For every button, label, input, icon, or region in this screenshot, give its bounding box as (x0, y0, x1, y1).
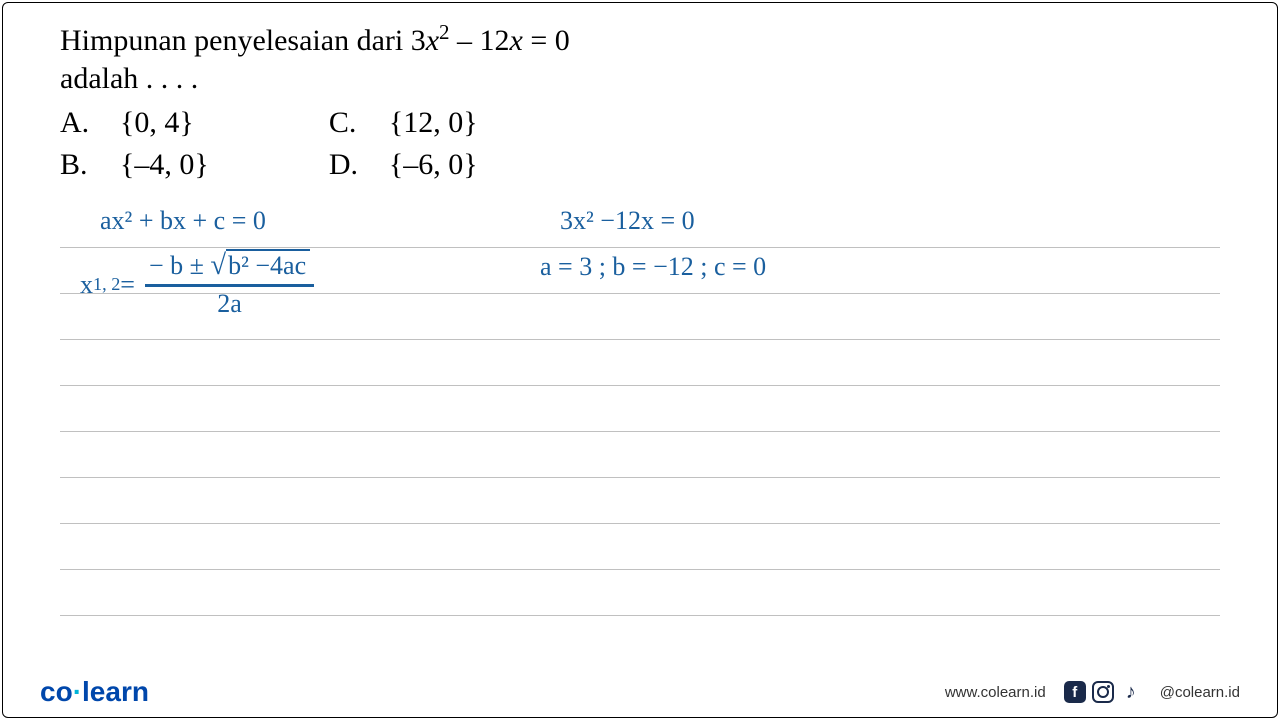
lined-paper: ax² + bx + c = 0 3x² −12x = 0 x1, 2 = − … (60, 202, 1220, 616)
question-var1: x (426, 24, 439, 57)
option-a-value: {0, 4} (120, 106, 194, 140)
option-b: B. {–4, 0} (60, 148, 209, 182)
social-icons: f ♪ (1064, 681, 1142, 703)
question-pre: Himpunan penyelesaian dari 3 (60, 24, 426, 57)
question-end: = 0 (523, 24, 570, 57)
option-d-label: D. (329, 148, 369, 182)
hw-quadratic-formula: x1, 2 = − b ± √b² −4ac 2a (80, 250, 314, 319)
paper-line (60, 570, 1220, 616)
option-b-label: B. (60, 148, 100, 182)
option-a: A. {0, 4} (60, 106, 209, 140)
option-c: C. {12, 0} (329, 106, 478, 140)
option-a-label: A. (60, 106, 100, 140)
option-c-label: C. (329, 106, 369, 140)
footer-handle: @colearn.id (1160, 684, 1240, 701)
hw-numerator: − b ± √b² −4ac (145, 250, 314, 282)
paper-line (60, 478, 1220, 524)
question-post: – 12 (450, 24, 510, 57)
hw-equals: = (120, 270, 135, 300)
footer: co·learn www.colearn.id f ♪ @colearn.id (0, 676, 1280, 708)
paper-line (60, 524, 1220, 570)
hw-given-equation: 3x² −12x = 0 (560, 206, 695, 236)
facebook-icon: f (1064, 681, 1086, 703)
question-text-line1: Himpunan penyelesaian dari 3x2 – 12x = 0 (60, 20, 1220, 58)
logo-co: co (40, 676, 73, 707)
logo-dot: · (73, 676, 82, 707)
logo-learn: learn (82, 676, 149, 707)
hw-coefficients: a = 3 ; b = −12 ; c = 0 (540, 252, 766, 282)
tiktok-icon: ♪ (1120, 681, 1142, 703)
hw-fraction-line (145, 284, 314, 287)
option-d-value: {–6, 0} (389, 148, 478, 182)
hw-num-pre: − b ± (149, 251, 210, 280)
logo: co·learn (40, 676, 149, 708)
paper-line (60, 340, 1220, 386)
hw-standard-form: ax² + bx + c = 0 (100, 206, 266, 236)
options-col-right: C. {12, 0} D. {–6, 0} (329, 106, 478, 182)
footer-url: www.colearn.id (945, 684, 1046, 701)
hw-x-var: x (80, 270, 93, 300)
hw-sqrt-content: b² −4ac (226, 249, 310, 280)
sqrt-icon: √ (210, 250, 226, 281)
question-exp: 2 (439, 20, 450, 44)
hw-denominator: 2a (213, 289, 246, 319)
hw-fraction: − b ± √b² −4ac 2a (145, 250, 314, 319)
hw-x-sub: 1, 2 (93, 274, 120, 295)
option-d: D. {–6, 0} (329, 148, 478, 182)
options-container: A. {0, 4} B. {–4, 0} C. {12, 0} D. {–6, … (60, 106, 1220, 182)
options-col-left: A. {0, 4} B. {–4, 0} (60, 106, 209, 182)
option-c-value: {12, 0} (389, 106, 478, 140)
question-text-line2: adalah . . . . (60, 62, 1220, 96)
content-area: Himpunan penyelesaian dari 3x2 – 12x = 0… (0, 0, 1280, 636)
footer-right: www.colearn.id f ♪ @colearn.id (945, 681, 1240, 703)
option-b-value: {–4, 0} (120, 148, 209, 182)
question-var2: x (510, 24, 523, 57)
paper-line (60, 432, 1220, 478)
instagram-icon (1092, 681, 1114, 703)
paper-line (60, 386, 1220, 432)
